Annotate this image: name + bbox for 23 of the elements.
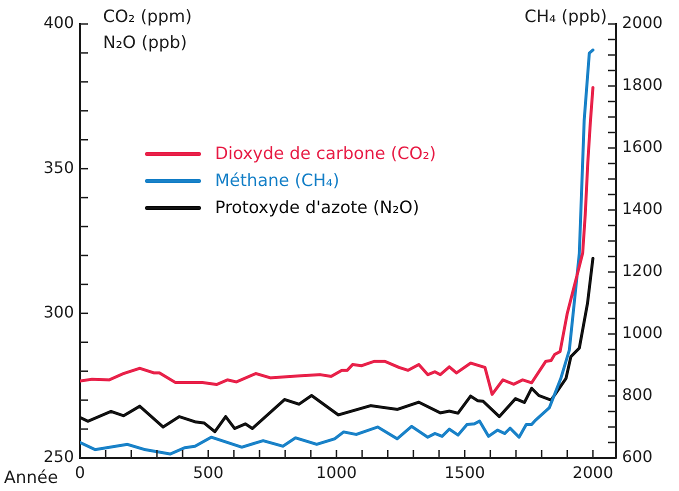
y2-tick-label: 2000 bbox=[622, 13, 663, 32]
x-tick-label: 2000 bbox=[572, 462, 614, 482]
y-tick-label: 350 bbox=[43, 158, 74, 177]
y2-tick-label: 600 bbox=[622, 447, 653, 466]
y-tick-label: 250 bbox=[43, 447, 74, 466]
x-axis-title: Année bbox=[4, 467, 58, 490]
x-tick-label: 1500 bbox=[444, 462, 486, 482]
x-tick-label: 1000 bbox=[316, 462, 357, 482]
legend-label: Dioxyde de carbone (CO₂) bbox=[215, 144, 436, 164]
y2-axis-title: CH₄ (ppb) bbox=[524, 6, 607, 29]
y-tick-label: 400 bbox=[43, 13, 74, 32]
legend-label: Protoxyde d'azote (N₂O) bbox=[215, 198, 420, 218]
x-tick-label: 500 bbox=[192, 462, 224, 482]
y2-tick-label: 1000 bbox=[622, 323, 663, 342]
y2-tick-label: 1800 bbox=[622, 75, 663, 94]
y2-tick-label: 1200 bbox=[622, 261, 663, 280]
x-tick-label: 0 bbox=[74, 462, 86, 482]
y2-tick-label: 800 bbox=[622, 385, 653, 404]
y2-tick-label: 1600 bbox=[622, 137, 663, 156]
y-axis-title: CO₂ (ppm) N₂O (ppb) bbox=[103, 6, 192, 55]
y-tick-label: 300 bbox=[43, 302, 74, 322]
legend-label: Méthane (CH₄) bbox=[215, 170, 340, 190]
y2-tick-label: 1400 bbox=[622, 199, 663, 218]
